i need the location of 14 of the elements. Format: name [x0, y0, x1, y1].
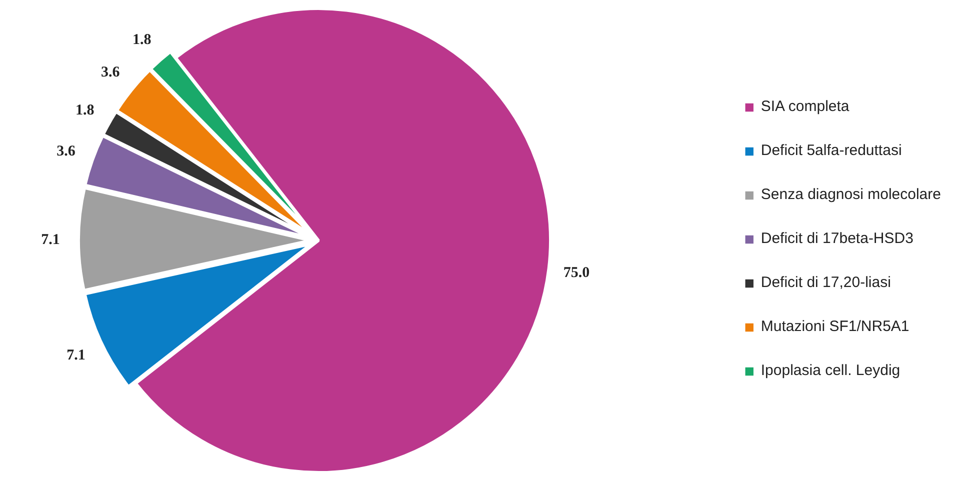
data-label: 1.8: [75, 102, 94, 118]
data-label: 1.8: [132, 32, 152, 48]
data-label: 3.6: [100, 64, 120, 81]
data-label: 75.0: [563, 265, 590, 282]
legend-label: Ipoplasia cell. Leydig: [760, 361, 900, 380]
legend-label: Senza diagnosi molecolare: [760, 185, 941, 204]
legend-label: Deficit di 17,20-liasi: [760, 273, 891, 292]
legend-label: Deficit 5alfa-reduttasi: [760, 141, 902, 160]
data-label: 3.6: [56, 144, 76, 160]
data-label: 7.1: [66, 348, 86, 364]
data-label: 7.1: [41, 232, 60, 248]
legend-label: Mutazioni SF1/NR5A1: [760, 317, 910, 336]
legend-label: SIA completa: [760, 97, 850, 116]
legend-label: Deficit di 17beta-HSD3: [760, 229, 914, 248]
